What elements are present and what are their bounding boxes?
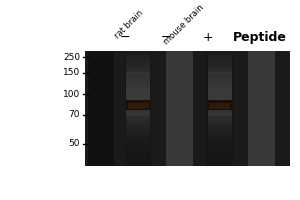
Text: rat brain: rat brain [113, 8, 145, 40]
Text: 250: 250 [63, 53, 80, 62]
Text: 50: 50 [69, 139, 80, 148]
FancyBboxPatch shape [209, 103, 230, 109]
Text: mouse brain: mouse brain [162, 3, 206, 46]
FancyBboxPatch shape [88, 51, 114, 166]
Text: 70: 70 [69, 110, 80, 119]
FancyBboxPatch shape [85, 51, 290, 166]
Text: +: + [202, 31, 213, 44]
Text: 100: 100 [63, 90, 80, 99]
Text: Peptide: Peptide [233, 31, 287, 44]
FancyBboxPatch shape [125, 51, 152, 166]
Text: −: − [119, 31, 130, 44]
FancyBboxPatch shape [206, 51, 233, 166]
FancyBboxPatch shape [128, 103, 148, 109]
FancyBboxPatch shape [208, 100, 232, 110]
Text: 150: 150 [63, 68, 80, 77]
FancyBboxPatch shape [248, 51, 275, 166]
Text: −: − [161, 31, 172, 44]
FancyBboxPatch shape [126, 100, 150, 110]
FancyBboxPatch shape [166, 51, 193, 166]
